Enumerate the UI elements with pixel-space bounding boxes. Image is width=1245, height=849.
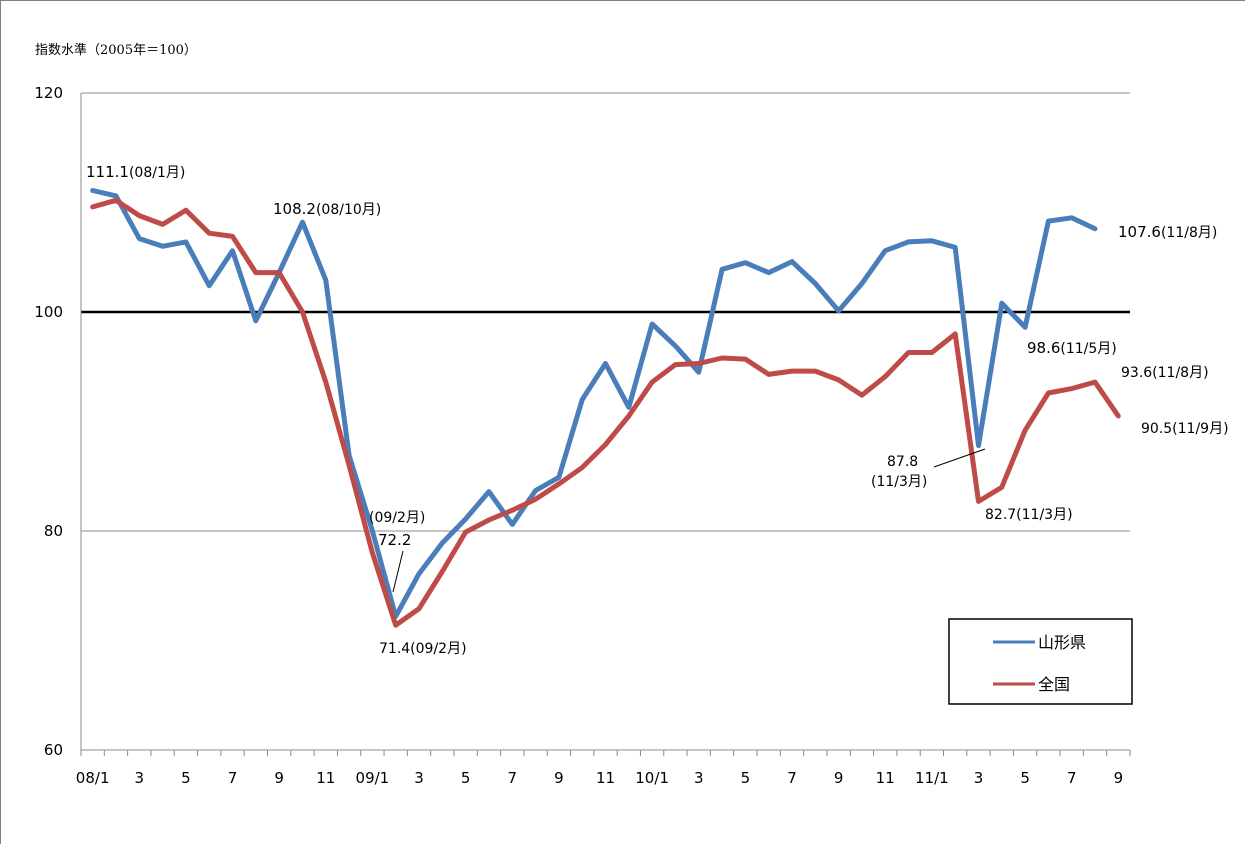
annotation-87-8-note: (11/3月) <box>871 474 927 490</box>
annotation-82-7: 82.7(11/3月) <box>985 507 1073 523</box>
y-tick-label: 120 <box>34 84 63 102</box>
x-tick-label: 9 <box>554 769 564 787</box>
x-tick-label: 5 <box>461 769 471 787</box>
x-tick-label: 11/1 <box>915 769 949 787</box>
annotation-108-2-value: 108.2 <box>273 200 316 218</box>
x-tick-label: 5 <box>741 769 751 787</box>
annotation-93-6-value: 93.6 <box>1121 365 1152 381</box>
x-tick-label: 7 <box>1067 769 1077 787</box>
x-tick-label: 10/1 <box>635 769 669 787</box>
annotation-98-6: 98.6(11/5月) <box>1027 339 1117 357</box>
x-tick-label: 5 <box>1020 769 1030 787</box>
y-tick-label: 80 <box>44 522 63 540</box>
x-tick-label: 7 <box>787 769 797 787</box>
x-tick-label: 5 <box>181 769 191 787</box>
annotation-107-6-value: 107.6 <box>1118 223 1161 241</box>
annotation-71-4-note: (09/2月) <box>410 641 466 657</box>
annotation-108-2-note: (08/10月) <box>316 202 381 218</box>
leader-line-72-2 <box>392 550 404 593</box>
x-tick-label: 3 <box>414 769 424 787</box>
annotation-71-4: 71.4(09/2月) <box>379 641 467 657</box>
legend: 山形県 全国 <box>948 618 1133 705</box>
x-tick-label: 3 <box>694 769 704 787</box>
annotation-108-2: 108.2(08/10月) <box>273 200 381 218</box>
x-tick-label: 08/1 <box>76 769 110 787</box>
legend-label-zenkoku: 全国 <box>1038 675 1070 694</box>
annotation-90-5-note: (11/9月) <box>1172 421 1228 437</box>
x-tick-label: 9 <box>274 769 284 787</box>
annotation-72-2-note: (09/2月) <box>369 510 425 526</box>
annotation-98-6-note: (11/5月) <box>1060 341 1116 357</box>
annotation-93-6-note: (11/8月) <box>1152 365 1208 381</box>
gridlines <box>81 92 1130 532</box>
annotation-82-7-note: (11/3月) <box>1016 507 1072 523</box>
x-tick-label: 9 <box>834 769 844 787</box>
annotation-111-1-value: 111.1 <box>86 163 129 181</box>
annotation-82-7-value: 82.7 <box>985 507 1016 523</box>
x-tick-label: 7 <box>228 769 238 787</box>
annotation-72-2-value: 72.2 <box>378 531 411 549</box>
unit-label: 指数水準（2005年＝100） <box>35 42 197 58</box>
leader-line-87-8 <box>933 448 986 468</box>
annotation-71-4-value: 71.4 <box>379 641 410 657</box>
annotation-87-8-value: 87.8 <box>887 454 918 470</box>
x-tick-label: 9 <box>1114 769 1124 787</box>
series-lines <box>90 188 1121 628</box>
legend-label-yamagata: 山形県 <box>1038 633 1086 652</box>
y-tick-labels: 60 80 100 120 <box>34 84 63 759</box>
y-tick-label: 100 <box>34 303 63 321</box>
x-tick-label: 3 <box>974 769 984 787</box>
legend-box <box>948 618 1133 705</box>
x-tick-label: 11 <box>876 769 895 787</box>
y-tick-label: 60 <box>44 741 63 759</box>
annotation-90-5: 90.5(11/9月) <box>1141 421 1229 437</box>
annotation-111-1-note: (08/1月) <box>129 165 185 181</box>
annotation-111-1: 111.1(08/1月) <box>86 163 185 181</box>
x-tick-label: 11 <box>596 769 615 787</box>
x-tick-label: 3 <box>135 769 145 787</box>
series-line-1 <box>90 197 1121 628</box>
annotation-90-5-value: 90.5 <box>1141 421 1172 437</box>
annotation-93-6: 93.6(11/8月) <box>1121 365 1209 381</box>
annotation-107-6: 107.6(11/8月) <box>1118 223 1217 241</box>
annotation-107-6-note: (11/8月) <box>1161 225 1217 241</box>
x-tick-labels: 08/1 3 5 7 9 11 09/1 3 5 7 9 11 10/1 3 5 7 9 11 11/1 3 5 7 9 <box>76 769 1123 787</box>
axes <box>80 93 1131 756</box>
annotation-98-6-value: 98.6 <box>1027 339 1060 357</box>
x-tick-label: 09/1 <box>356 769 390 787</box>
series-line-0 <box>90 188 1098 619</box>
x-tick-label: 7 <box>507 769 517 787</box>
x-tick-label: 11 <box>316 769 335 787</box>
